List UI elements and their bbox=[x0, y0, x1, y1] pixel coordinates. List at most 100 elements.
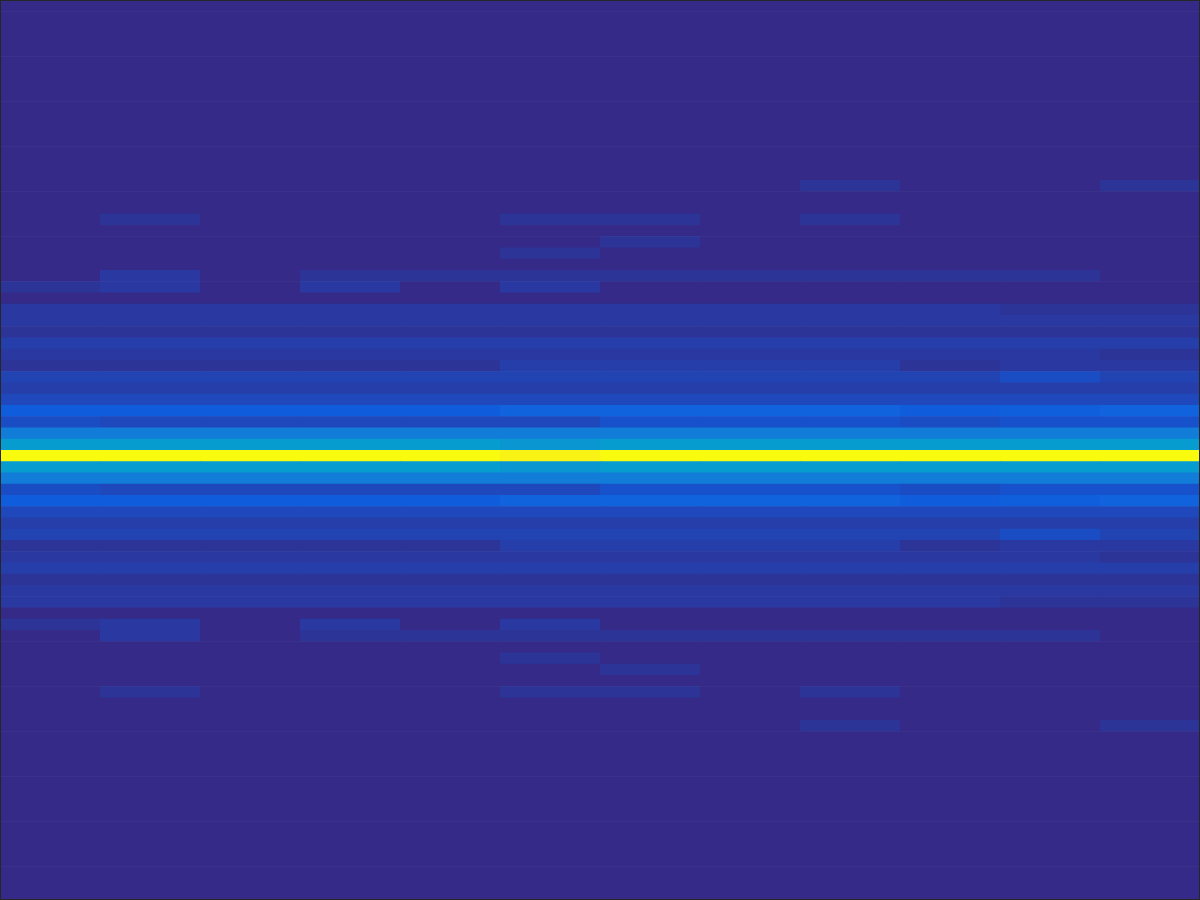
heatmap-cell bbox=[800, 686, 901, 698]
heatmap-cell bbox=[600, 585, 701, 597]
heatmap-cell bbox=[500, 113, 601, 125]
heatmap-cell bbox=[1100, 259, 1200, 271]
heatmap-cell bbox=[600, 416, 701, 428]
heatmap-cell bbox=[400, 191, 501, 203]
heatmap-cell bbox=[500, 810, 601, 822]
heatmap-cell bbox=[700, 270, 801, 282]
heatmap-cell bbox=[300, 371, 401, 383]
heatmap-cell bbox=[1000, 34, 1101, 46]
heatmap-cell bbox=[100, 101, 201, 113]
heatmap-cell bbox=[700, 585, 801, 597]
heatmap-cell bbox=[1000, 641, 1101, 653]
heatmap-cell bbox=[400, 776, 501, 788]
heatmap-cell bbox=[100, 416, 201, 428]
heatmap-cell bbox=[200, 754, 301, 766]
heatmap-cell bbox=[900, 596, 1001, 608]
heatmap-cell bbox=[800, 416, 901, 428]
heatmap-cell bbox=[100, 855, 201, 867]
heatmap-cell bbox=[900, 698, 1001, 710]
heatmap-cell bbox=[200, 90, 301, 102]
heatmap-cell bbox=[1100, 293, 1200, 305]
heatmap-cell bbox=[200, 765, 301, 777]
heatmap-cell bbox=[1000, 653, 1101, 665]
heatmap-cell bbox=[900, 23, 1001, 35]
heatmap-cell bbox=[100, 563, 201, 575]
heatmap-cell bbox=[1100, 585, 1200, 597]
heatmap-cell bbox=[900, 551, 1001, 563]
heatmap-cell bbox=[1000, 158, 1101, 170]
heatmap-cell bbox=[1000, 315, 1101, 327]
heatmap-cell bbox=[200, 630, 301, 642]
heatmap-cell bbox=[800, 844, 901, 856]
heatmap-cell bbox=[100, 484, 201, 496]
heatmap-cell bbox=[1100, 349, 1200, 361]
heatmap-cell bbox=[600, 439, 701, 451]
heatmap-cell bbox=[100, 135, 201, 147]
heatmap-cell bbox=[400, 90, 501, 102]
heatmap-cell bbox=[0, 68, 101, 80]
heatmap-cell bbox=[700, 338, 801, 350]
heatmap-cell bbox=[700, 203, 801, 215]
heatmap-cell bbox=[800, 608, 901, 620]
heatmap-cell bbox=[900, 326, 1001, 338]
heatmap-cell bbox=[600, 45, 701, 57]
heatmap-cell bbox=[400, 315, 501, 327]
heatmap-cell bbox=[100, 158, 201, 170]
heatmap-cell bbox=[1100, 23, 1200, 35]
heatmap-cell bbox=[0, 349, 101, 361]
heatmap-cell bbox=[600, 664, 701, 676]
heatmap-cell bbox=[1000, 405, 1101, 417]
heatmap-cell bbox=[900, 709, 1001, 721]
heatmap-cell bbox=[1100, 11, 1200, 23]
heatmap-cell bbox=[1100, 473, 1200, 485]
heatmap-cell bbox=[100, 11, 201, 23]
heatmap-cell bbox=[800, 540, 901, 552]
heatmap-cell bbox=[400, 439, 501, 451]
heatmap-cell bbox=[500, 68, 601, 80]
heatmap-cell bbox=[800, 653, 901, 665]
heatmap-cell bbox=[200, 878, 301, 890]
heatmap-cell bbox=[0, 259, 101, 271]
heatmap-cell bbox=[600, 259, 701, 271]
heatmap-cell bbox=[300, 619, 401, 631]
cells bbox=[0, 0, 1200, 900]
heatmap-cell bbox=[500, 180, 601, 192]
heatmap-cell bbox=[0, 90, 101, 102]
heatmap-cell bbox=[0, 878, 101, 890]
heatmap-cell bbox=[1000, 506, 1101, 518]
heatmap-cell bbox=[700, 866, 801, 878]
heatmap-cell bbox=[100, 810, 201, 822]
heatmap-cell bbox=[100, 191, 201, 203]
heatmap-cell bbox=[100, 146, 201, 158]
heatmap-cell bbox=[0, 855, 101, 867]
heatmap-cell bbox=[0, 113, 101, 125]
heatmap-cell bbox=[0, 709, 101, 721]
heatmap-cell bbox=[900, 236, 1001, 248]
heatmap-cell bbox=[0, 641, 101, 653]
heatmap-cell bbox=[500, 641, 601, 653]
heatmap-cell bbox=[400, 180, 501, 192]
heatmap-cell bbox=[600, 776, 701, 788]
heatmap-cell bbox=[900, 158, 1001, 170]
heatmap-cell bbox=[0, 293, 101, 305]
heatmap-cell bbox=[0, 383, 101, 395]
heatmap-cell bbox=[700, 259, 801, 271]
heatmap-cell bbox=[700, 675, 801, 687]
heatmap-cell bbox=[500, 158, 601, 170]
heatmap-cell bbox=[200, 293, 301, 305]
heatmap-cell bbox=[100, 585, 201, 597]
heatmap-cell bbox=[600, 146, 701, 158]
heatmap-cell bbox=[500, 270, 601, 282]
heatmap-cell bbox=[900, 833, 1001, 845]
heatmap-cell bbox=[500, 653, 601, 665]
heatmap-cell bbox=[800, 833, 901, 845]
heatmap-cell bbox=[500, 833, 601, 845]
heatmap-cell bbox=[300, 439, 401, 451]
heatmap-cell bbox=[600, 540, 701, 552]
heatmap-cell bbox=[100, 461, 201, 473]
heatmap-cell bbox=[100, 113, 201, 125]
heatmap-cell bbox=[1000, 563, 1101, 575]
heatmap-cell bbox=[1000, 754, 1101, 766]
heatmap-cell bbox=[100, 248, 201, 260]
heatmap-cell bbox=[200, 776, 301, 788]
